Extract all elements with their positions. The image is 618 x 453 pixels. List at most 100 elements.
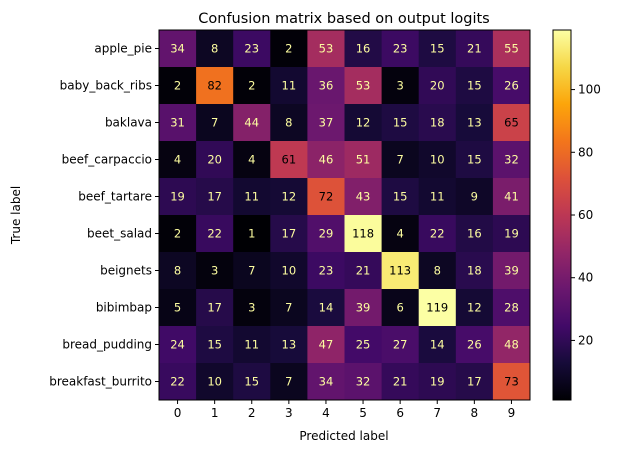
heatmap-cell <box>455 141 494 179</box>
cell-value-label: 12 <box>282 190 297 204</box>
heatmap-cell <box>455 252 494 290</box>
colorbar-axis: 20 40 60 80 100 <box>571 83 601 347</box>
cell-value-label: 4 <box>248 153 255 167</box>
heatmap-cell <box>492 326 531 364</box>
cell-value-label: 2 <box>174 227 181 241</box>
heatmap-cell <box>418 141 457 179</box>
heatmap-cell <box>455 363 494 401</box>
heatmap-cell <box>270 30 308 68</box>
x-tick-label: 5 <box>359 406 367 420</box>
colorbar-tick-label: 20 <box>578 333 593 347</box>
heatmap-cell <box>344 363 382 401</box>
cell-value-label: 15 <box>467 79 482 93</box>
heatmap-cell <box>233 252 271 290</box>
heatmap-cell <box>270 326 308 364</box>
heatmap-cell <box>307 215 345 253</box>
heatmap-cell <box>418 289 457 327</box>
cell-value-label: 39 <box>356 301 371 315</box>
x-tick-label: 7 <box>433 406 441 420</box>
heatmap-cell <box>492 141 531 179</box>
cell-value-label: 82 <box>207 79 222 93</box>
heatmap-cell <box>196 289 234 327</box>
y-tick-label: bibimbap <box>96 301 152 315</box>
cell-value-label: 17 <box>467 375 482 389</box>
heatmap-cell <box>196 67 234 105</box>
heatmap-cell <box>381 289 420 327</box>
heatmap-cell <box>196 178 234 216</box>
heatmap-cell <box>381 326 420 364</box>
cell-value-label: 11 <box>244 338 259 352</box>
heatmap-cell <box>344 326 382 364</box>
cell-value-label: 9 <box>471 190 478 204</box>
heatmap-cell <box>381 30 420 68</box>
colorbar-tick-label: 40 <box>578 271 593 285</box>
cell-value-label: 43 <box>356 190 371 204</box>
cell-value-label: 65 <box>504 116 519 130</box>
cell-value-label: 6 <box>396 301 403 315</box>
heatmap-cell <box>492 289 531 327</box>
heatmap-cell <box>270 363 308 401</box>
heatmap-cell <box>159 215 197 253</box>
heatmap-cell <box>159 178 197 216</box>
cell-value-label: 1 <box>248 227 255 241</box>
cell-value-label: 11 <box>244 190 259 204</box>
heatmap-cell <box>233 289 271 327</box>
cell-value-label: 39 <box>504 264 519 278</box>
heatmap-cell <box>196 363 234 401</box>
cell-value-label: 14 <box>430 338 445 352</box>
heatmap-cell <box>233 141 271 179</box>
heatmap-cell <box>492 252 531 290</box>
heatmap-cell <box>344 178 382 216</box>
cell-value-label: 119 <box>426 301 448 315</box>
heatmap-cell <box>492 363 531 401</box>
x-tick-label: 3 <box>285 406 293 420</box>
cell-value-label: 10 <box>282 264 297 278</box>
heatmap-cell <box>492 30 531 68</box>
heatmap-cell <box>381 141 420 179</box>
x-tick-label: 6 <box>396 406 404 420</box>
heatmap-cell <box>307 363 345 401</box>
heatmap-cell <box>270 67 308 105</box>
cell-value-label: 26 <box>504 79 519 93</box>
heatmap-cell <box>233 178 271 216</box>
cell-value-label: 47 <box>319 338 334 352</box>
heatmap-cell <box>270 215 308 253</box>
cell-value-label: 18 <box>430 116 445 130</box>
cell-value-label: 15 <box>207 338 222 352</box>
x-tick-label: 8 <box>471 406 479 420</box>
heatmap-cell <box>159 67 197 105</box>
cell-value-label: 19 <box>430 375 445 389</box>
heatmap-cell <box>344 289 382 327</box>
colorbar-tick-label: 100 <box>578 83 601 97</box>
heatmap-cell <box>455 215 494 253</box>
cell-value-label: 51 <box>356 153 371 167</box>
colorbar-tick-label: 60 <box>578 208 593 222</box>
cell-value-label: 22 <box>207 227 222 241</box>
chart-title: Confusion matrix based on output logits <box>198 11 489 27</box>
heatmap-cell <box>270 104 308 142</box>
heatmap-cell <box>159 30 197 68</box>
heatmap-cell <box>233 326 271 364</box>
heatmap-cell <box>418 215 457 253</box>
cell-value-label: 7 <box>396 153 403 167</box>
cell-value-label: 24 <box>170 338 185 352</box>
cell-value-label: 73 <box>504 375 519 389</box>
heatmap-cell <box>307 252 345 290</box>
cell-value-label: 16 <box>467 227 482 241</box>
cell-value-label: 8 <box>285 116 292 130</box>
heatmap-cells <box>159 30 531 401</box>
heatmap-cell <box>196 252 234 290</box>
heatmap-cell <box>381 67 420 105</box>
cell-value-label: 23 <box>244 42 259 56</box>
cell-value-label: 19 <box>504 227 519 241</box>
cell-value-label: 34 <box>319 375 334 389</box>
x-axis: 0 1 2 3 4 5 6 7 8 9 <box>174 400 515 420</box>
colorbar-tick-label: 80 <box>578 145 593 159</box>
cell-value-label: 41 <box>504 190 519 204</box>
heatmap-cell <box>455 289 494 327</box>
heatmap-cell <box>307 104 345 142</box>
cell-value-label: 53 <box>319 42 334 56</box>
heatmap-cell <box>307 326 345 364</box>
